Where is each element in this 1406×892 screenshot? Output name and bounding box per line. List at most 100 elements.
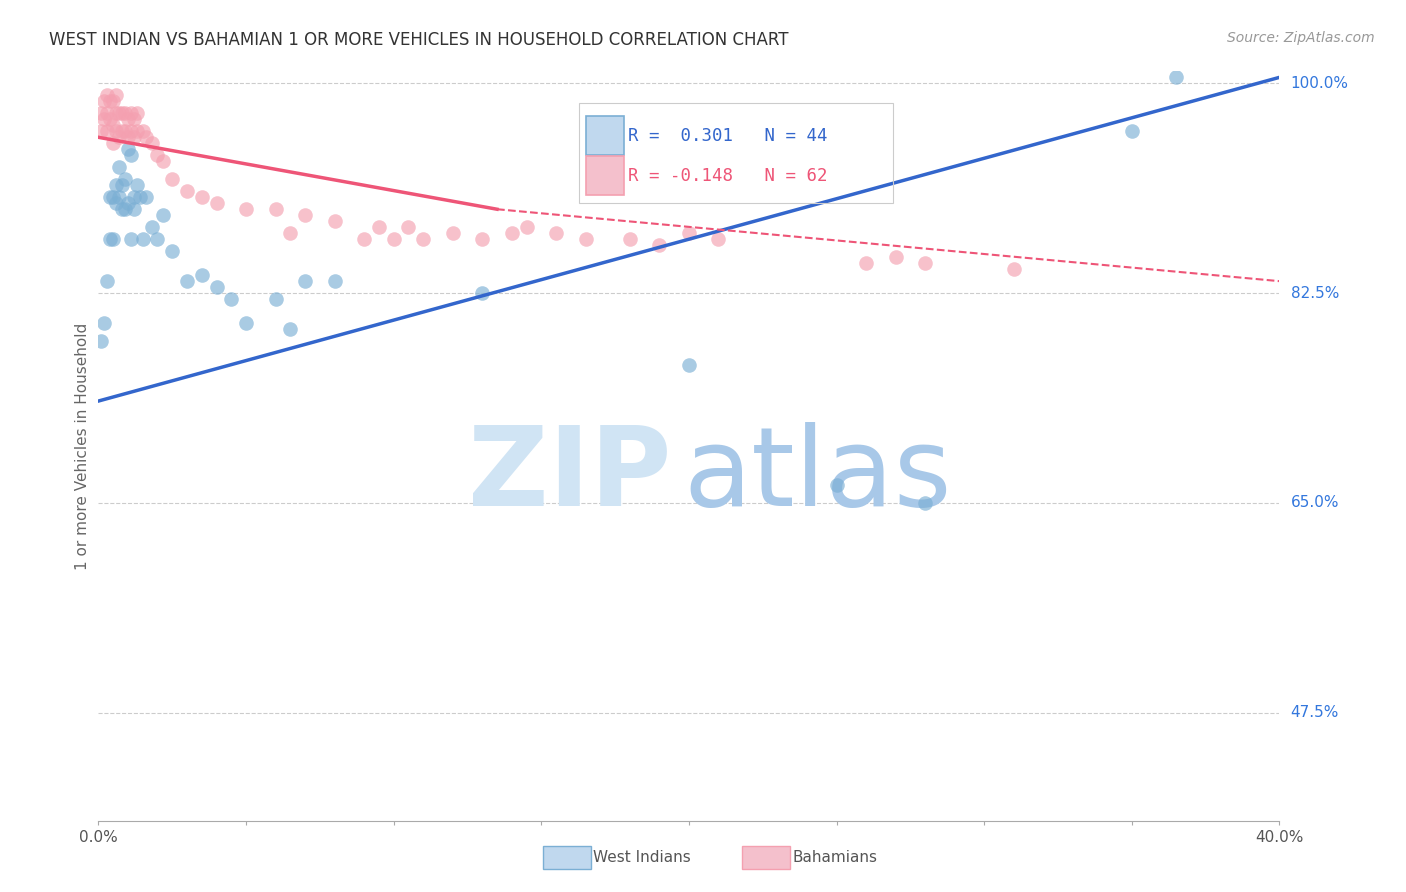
Point: [132, 232, 155, 246]
Point: [105, 88, 128, 103]
Point: [128, 190, 150, 204]
Point: [108, 161, 131, 175]
Text: 82.5%: 82.5%: [1291, 285, 1339, 301]
Point: [884, 250, 907, 264]
Point: [141, 136, 163, 151]
Point: [368, 220, 391, 235]
Text: 47.5%: 47.5%: [1291, 706, 1339, 720]
Point: [176, 274, 198, 288]
Text: R =  0.301   N = 44: R = 0.301 N = 44: [627, 127, 827, 145]
Point: [125, 106, 148, 120]
Point: [103, 95, 125, 109]
Point: [141, 220, 163, 235]
Point: [111, 178, 134, 193]
Point: [111, 124, 134, 138]
Point: [96, 88, 118, 103]
Point: [205, 196, 228, 211]
Point: [855, 256, 877, 270]
Point: [135, 130, 157, 145]
Text: 65.0%: 65.0%: [1291, 495, 1339, 510]
Point: [152, 154, 174, 169]
Point: [323, 274, 346, 288]
Point: [678, 226, 700, 240]
Point: [103, 232, 125, 246]
Point: [114, 172, 136, 186]
Point: [146, 148, 169, 162]
Point: [122, 112, 145, 127]
Point: [235, 316, 257, 330]
Point: [108, 106, 131, 120]
Point: [280, 226, 302, 240]
Point: [103, 118, 125, 132]
Point: [516, 220, 538, 235]
FancyBboxPatch shape: [586, 116, 624, 155]
Point: [96, 106, 118, 120]
Point: [294, 274, 316, 288]
Point: [108, 130, 131, 145]
Point: [98, 95, 121, 109]
Point: [221, 292, 243, 306]
Point: [103, 190, 125, 204]
Point: [120, 148, 142, 162]
Point: [707, 232, 730, 246]
Point: [191, 268, 214, 282]
Text: WEST INDIAN VS BAHAMIAN 1 OR MORE VEHICLES IN HOUSEHOLD CORRELATION CHART: WEST INDIAN VS BAHAMIAN 1 OR MORE VEHICL…: [49, 31, 789, 49]
FancyBboxPatch shape: [586, 156, 624, 195]
Point: [471, 286, 494, 301]
Point: [323, 214, 346, 228]
Point: [120, 124, 142, 138]
Point: [162, 244, 183, 259]
Point: [1166, 70, 1188, 85]
Point: [117, 142, 139, 156]
Point: [90, 334, 112, 348]
Text: Bahamians: Bahamians: [793, 850, 877, 864]
Point: [114, 124, 136, 138]
Point: [648, 238, 671, 252]
Point: [93, 112, 115, 127]
Point: [146, 232, 169, 246]
Point: [122, 130, 145, 145]
Point: [117, 112, 139, 127]
Point: [152, 208, 174, 222]
Point: [96, 124, 118, 138]
Point: [122, 202, 145, 217]
Point: [93, 95, 115, 109]
Point: [120, 106, 142, 120]
Point: [678, 358, 700, 372]
Point: [117, 130, 139, 145]
Point: [98, 232, 121, 246]
Point: [98, 112, 121, 127]
Point: [264, 202, 287, 217]
Point: [471, 232, 494, 246]
Point: [132, 124, 155, 138]
Point: [1002, 262, 1025, 277]
Text: atlas: atlas: [683, 423, 952, 530]
Point: [135, 190, 157, 204]
Point: [825, 478, 848, 492]
Point: [93, 316, 115, 330]
Point: [353, 232, 375, 246]
Point: [120, 232, 142, 246]
Point: [122, 190, 145, 204]
Point: [441, 226, 464, 240]
Point: [575, 232, 598, 246]
Point: [914, 496, 936, 510]
Text: 100.0%: 100.0%: [1291, 76, 1348, 91]
Point: [105, 106, 128, 120]
Point: [111, 106, 134, 120]
Point: [176, 184, 198, 198]
Point: [90, 124, 112, 138]
Point: [125, 124, 148, 138]
Point: [117, 196, 139, 211]
Text: Source: ZipAtlas.com: Source: ZipAtlas.com: [1227, 31, 1375, 45]
Point: [90, 106, 112, 120]
Point: [114, 202, 136, 217]
Point: [162, 172, 183, 186]
Text: West Indians: West Indians: [593, 850, 692, 864]
Point: [96, 274, 118, 288]
Text: R = -0.148   N = 62: R = -0.148 N = 62: [627, 167, 827, 185]
Point: [546, 226, 568, 240]
Point: [264, 292, 287, 306]
Point: [105, 178, 128, 193]
Point: [125, 178, 148, 193]
